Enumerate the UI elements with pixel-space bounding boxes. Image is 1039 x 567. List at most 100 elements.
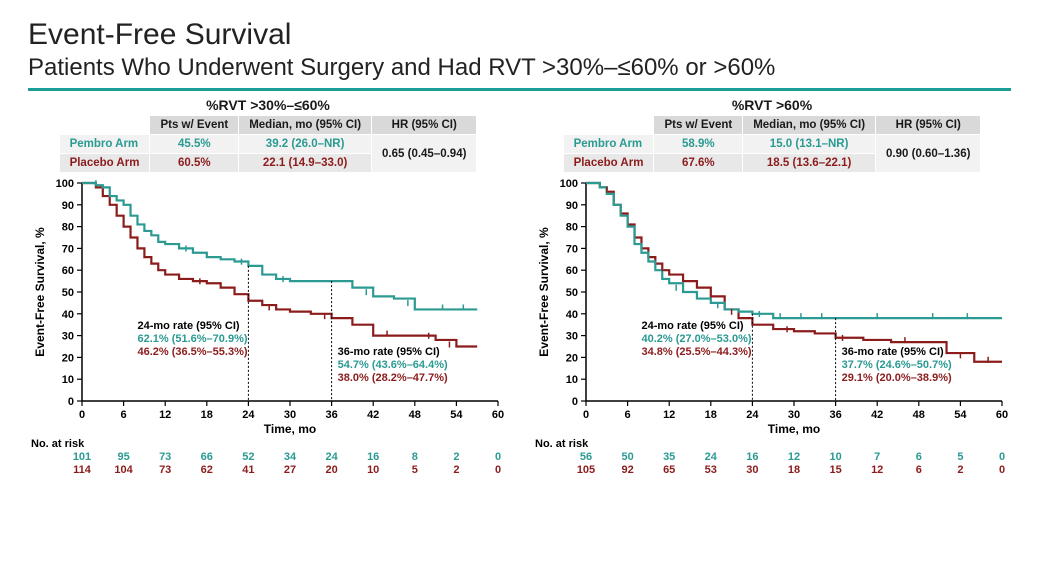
- svg-text:10: 10: [62, 374, 74, 386]
- risk-value: 52: [242, 451, 254, 463]
- risk-value: 0: [999, 451, 1005, 463]
- svg-text:48: 48: [409, 409, 421, 421]
- table-header: Pts w/ Event: [150, 116, 239, 135]
- table-cell: 22.1 (14.9–33.0): [239, 154, 372, 173]
- svg-text:36-mo rate (95% CI): 36-mo rate (95% CI): [338, 346, 440, 358]
- risk-value: 101: [73, 451, 91, 463]
- svg-text:60: 60: [62, 265, 74, 277]
- svg-text:42: 42: [871, 409, 883, 421]
- page-subtitle: Patients Who Underwent Surgery and Had R…: [28, 54, 1011, 82]
- table-row-label: Placebo Arm: [59, 154, 150, 173]
- svg-text:0: 0: [79, 409, 85, 421]
- summary-table: Pts w/ EventMedian, mo (95% CI)HR (95% C…: [59, 115, 478, 173]
- table-header: HR (95% CI): [876, 116, 981, 135]
- table-row-label: Pembro Arm: [59, 135, 150, 154]
- svg-text:30: 30: [62, 331, 74, 343]
- svg-text:34.8% (25.5%–44.3%): 34.8% (25.5%–44.3%): [641, 346, 751, 358]
- table-cell: 60.5%: [150, 154, 239, 173]
- svg-text:30: 30: [788, 409, 800, 421]
- svg-text:29.1% (20.0%–38.9%): 29.1% (20.0%–38.9%): [842, 372, 952, 384]
- svg-text:70: 70: [62, 243, 74, 255]
- svg-text:38.0% (28.2%–47.7%): 38.0% (28.2%–47.7%): [338, 372, 448, 384]
- risk-value: 12: [871, 464, 883, 476]
- panel-right: %RVT >60%Pts w/ EventMedian, mo (95% CI)…: [532, 97, 1012, 477]
- svg-text:6: 6: [121, 409, 127, 421]
- svg-text:24: 24: [746, 409, 759, 421]
- risk-value: 24: [325, 451, 338, 463]
- risk-value: 56: [580, 451, 592, 463]
- km-curve-pembro: [82, 183, 477, 309]
- table-cell: 67.6%: [654, 154, 743, 173]
- table-hr-cell: 0.90 (0.60–1.36): [876, 135, 981, 173]
- table-row-label: Pembro Arm: [563, 135, 654, 154]
- svg-text:50: 50: [566, 287, 578, 299]
- risk-value: 95: [117, 451, 129, 463]
- svg-text:60: 60: [492, 409, 504, 421]
- table-hr-cell: 0.65 (0.45–0.94): [372, 135, 477, 173]
- svg-text:18: 18: [201, 409, 213, 421]
- panels-row: %RVT >30%–≤60% Pts w/ EventMedian, mo (95…: [28, 97, 1011, 477]
- svg-text:42: 42: [367, 409, 379, 421]
- km-chart: 0102030405060708090100061218243036424854…: [28, 177, 508, 477]
- svg-text:30: 30: [284, 409, 296, 421]
- svg-text:0: 0: [68, 396, 74, 408]
- risk-value: 2: [453, 451, 459, 463]
- risk-value: 6: [916, 464, 922, 476]
- svg-text:20: 20: [62, 352, 74, 364]
- panel-left: %RVT >30%–≤60% Pts w/ EventMedian, mo (95…: [28, 97, 508, 477]
- svg-text:48: 48: [913, 409, 925, 421]
- risk-value: 92: [621, 464, 633, 476]
- risk-value: 16: [367, 451, 379, 463]
- table-header: [563, 116, 654, 135]
- svg-text:20: 20: [566, 352, 578, 364]
- risk-value: 16: [746, 451, 758, 463]
- svg-text:80: 80: [566, 222, 578, 234]
- risk-value: 15: [829, 464, 841, 476]
- risk-value: 30: [746, 464, 758, 476]
- svg-text:90: 90: [62, 200, 74, 212]
- svg-text:30: 30: [566, 331, 578, 343]
- risk-value: 0: [495, 451, 501, 463]
- svg-text:54.7% (43.6%–64.4%): 54.7% (43.6%–64.4%): [338, 359, 448, 371]
- risk-value: 8: [412, 451, 418, 463]
- svg-text:50: 50: [62, 287, 74, 299]
- risk-value: 10: [829, 451, 841, 463]
- risk-value: 73: [159, 451, 171, 463]
- table-cell: 15.0 (13.1–NR): [743, 135, 876, 154]
- risk-value: 7: [874, 451, 880, 463]
- page-title: Event-Free Survival: [28, 18, 1011, 52]
- title-rule: [28, 88, 1011, 91]
- risk-value: 41: [242, 464, 254, 476]
- svg-text:24: 24: [242, 409, 255, 421]
- svg-text:18: 18: [705, 409, 717, 421]
- svg-text:12: 12: [663, 409, 675, 421]
- svg-text:100: 100: [560, 178, 578, 190]
- risk-value: 35: [663, 451, 675, 463]
- table-cell: 58.9%: [654, 135, 743, 154]
- risk-value: 50: [621, 451, 633, 463]
- x-axis-label: Time, mo: [264, 422, 316, 436]
- svg-text:36-mo rate (95% CI): 36-mo rate (95% CI): [842, 346, 944, 358]
- svg-text:24-mo rate (95% CI): 24-mo rate (95% CI): [641, 320, 743, 332]
- risk-value: 2: [957, 464, 963, 476]
- svg-text:36: 36: [325, 409, 337, 421]
- risk-value: 104: [114, 464, 133, 476]
- table-cell: 45.5%: [150, 135, 239, 154]
- table-header: HR (95% CI): [372, 116, 477, 135]
- rate-annotation: 24-mo rate (95% CI)62.1% (51.6%–70.9%)46…: [137, 320, 247, 358]
- risk-value: 27: [284, 464, 296, 476]
- svg-text:40: 40: [62, 309, 74, 321]
- table-cell: 18.5 (13.6–22.1): [743, 154, 876, 173]
- risk-value: 34: [284, 451, 297, 463]
- svg-text:46.2% (36.5%–55.3%): 46.2% (36.5%–55.3%): [137, 346, 247, 358]
- risk-header: No. at risk: [535, 438, 589, 450]
- risk-value: 66: [201, 451, 213, 463]
- risk-value: 0: [495, 464, 501, 476]
- risk-value: 5: [957, 451, 963, 463]
- table-header: [59, 116, 150, 135]
- panel-title: %RVT >30%–≤60%: [28, 97, 508, 113]
- risk-value: 114: [73, 464, 92, 476]
- y-axis-label: Event-Free Survival, %: [33, 227, 47, 357]
- svg-text:40: 40: [566, 309, 578, 321]
- risk-value: 53: [705, 464, 717, 476]
